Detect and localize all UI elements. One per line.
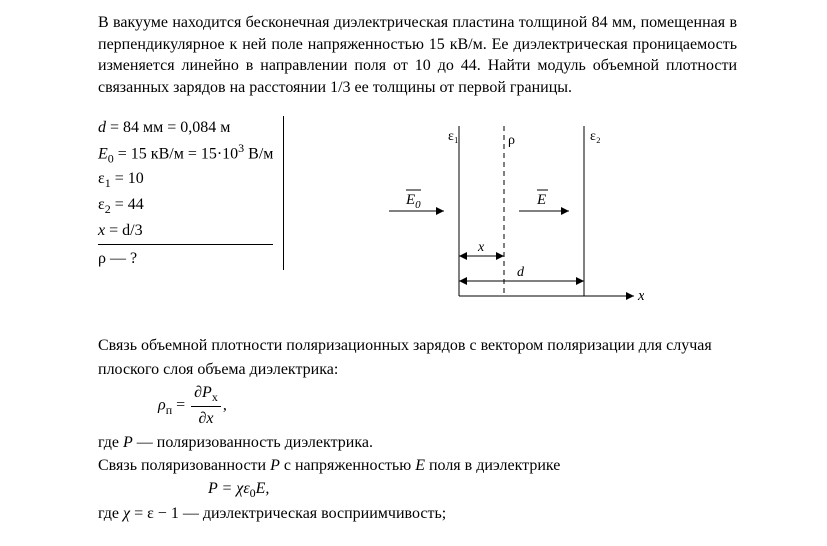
p4c: = ε − 1 — диэлектрическая восприимчивост…: [130, 505, 446, 522]
rho-label: ρ: [508, 133, 515, 148]
E0-value-a: = 15 кВ/м = 15·10: [114, 145, 238, 162]
eq1-num: ∂P: [194, 384, 212, 401]
eq2: P = χε0E,: [208, 477, 737, 503]
eps1-symbol: ε: [98, 170, 105, 187]
p3a: Связь поляризованности: [98, 457, 270, 474]
d-symbol: d: [98, 119, 106, 136]
x-value: = d/3: [105, 222, 142, 239]
E0-value-b: В/м: [244, 145, 273, 162]
eq2-b: E,: [256, 480, 270, 497]
eq1-tail: ,: [223, 396, 227, 413]
E-arrowhead: [561, 207, 569, 215]
p3e: поля в диэлектрике: [425, 457, 560, 474]
eps2-value: = 44: [111, 196, 144, 213]
p2b: P: [123, 434, 133, 451]
eq1-num-sub: x: [212, 390, 218, 404]
d-dim-label: d: [517, 265, 525, 280]
p3c: с напряженностью: [280, 457, 415, 474]
rho-unknown: ρ — ?: [98, 244, 273, 270]
d-dim-arrow-right: [576, 277, 584, 285]
eps2-label: ε₂: [590, 129, 601, 144]
p3d: E: [415, 457, 425, 474]
E0-symbol: E: [98, 145, 108, 162]
p2a: где: [98, 434, 123, 451]
d-dim-arrow-left: [459, 277, 467, 285]
x-dim-arrow-right: [496, 252, 504, 260]
eq1-fraction: ∂Px ∂x: [191, 381, 221, 431]
p4a: где: [98, 505, 123, 522]
E0-label: E0: [405, 192, 421, 211]
given-block: d = 84 мм = 0,084 м E0 = 15 кВ/м = 15·10…: [98, 116, 284, 270]
problem-statement: В вакууме находится бесконечная диэлектр…: [98, 12, 737, 98]
x-axis-label: x: [637, 288, 644, 304]
eq2-a: P = χε: [208, 480, 250, 497]
x-axis-arrowhead: [626, 292, 634, 300]
eq1: ρп = ∂Px ∂x ,: [158, 381, 737, 431]
eps1-value: = 10: [111, 170, 144, 187]
p4b: χ: [123, 505, 130, 522]
diagram-svg: x ε₁ ε₂ ρ E0 E: [344, 116, 644, 316]
solution-text: Связь объемной плотности поляризационных…: [98, 334, 737, 525]
E0-arrowhead: [436, 207, 444, 215]
eq1-rho: ρ: [158, 396, 166, 413]
x-dim-label: x: [477, 240, 485, 255]
x-dim-arrow-left: [459, 252, 467, 260]
p1: Связь объемной плотности поляризационных…: [98, 334, 737, 380]
p2c: — поляризованность диэлектрика.: [133, 434, 373, 451]
diagram: x ε₁ ε₂ ρ E0 E: [344, 116, 737, 316]
eq1-eq: =: [172, 396, 189, 413]
eq1-den: ∂x: [191, 406, 221, 430]
E-label: E: [536, 192, 546, 208]
eps2-symbol: ε: [98, 196, 105, 213]
d-value: = 84 мм = 0,084 м: [106, 119, 230, 136]
given-and-diagram-row: d = 84 мм = 0,084 м E0 = 15 кВ/м = 15·10…: [98, 116, 737, 316]
p3b: P: [270, 457, 280, 474]
eps1-label: ε₁: [448, 129, 459, 144]
